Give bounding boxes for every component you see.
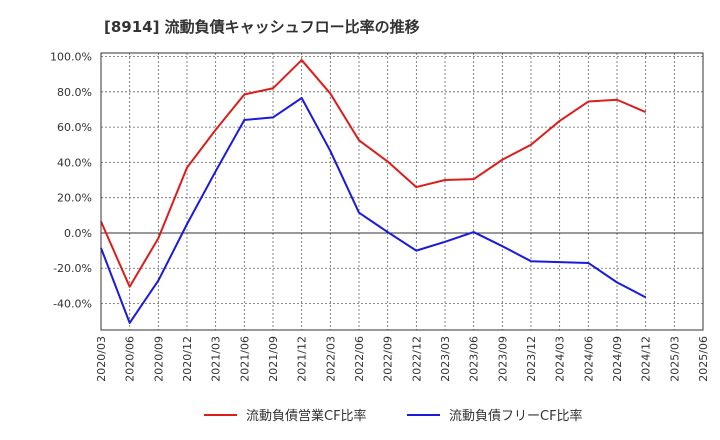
y-axis-ticks: 100.0% 80.0% 60.0% 40.0% 20.0% 0.0% -20.0% -40.… — [50, 51, 92, 311]
y-tick-label: 60.0% — [57, 121, 92, 134]
x-tick-label: 2021/06 — [238, 336, 251, 382]
grid — [101, 53, 703, 330]
legend-label: 流動負債フリーCF比率 — [449, 408, 583, 424]
x-tick-label: 2020/09 — [152, 336, 165, 382]
y-tick-label: -20.0% — [53, 262, 92, 275]
x-tick-label: 2022/12 — [410, 336, 423, 382]
x-axis-ticks: 2020/03 2020/06 2020/09 2020/12 2021/03 2021/… — [95, 336, 710, 382]
x-tick-label: 2021/03 — [210, 336, 223, 382]
x-tick-label: 2024/12 — [640, 336, 653, 382]
x-tick-label: 2024/09 — [611, 336, 624, 382]
series-line-operating-cf — [100, 59, 647, 288]
y-tick-label: 0.0% — [64, 227, 92, 240]
x-tick-label: 2023/03 — [439, 336, 452, 382]
plot-frame — [100, 52, 704, 331]
chart-title: [8914] 流動負債キャッシュフロー比率の推移 — [104, 18, 420, 36]
x-tick-label: 2023/06 — [468, 336, 481, 382]
x-tick-label: 2021/09 — [267, 336, 280, 382]
x-tick-label: 2020/06 — [124, 336, 137, 382]
x-tick-label: 2022/06 — [353, 336, 366, 382]
x-tick-label: 2023/09 — [496, 336, 509, 382]
series-group — [100, 59, 647, 324]
x-tick-label: 2024/03 — [554, 336, 567, 382]
y-tick-label: 40.0% — [57, 156, 92, 169]
x-tick-label: 2025/06 — [697, 336, 710, 382]
x-tick-label: 2024/06 — [582, 336, 595, 382]
x-tick-label: 2025/03 — [668, 336, 681, 382]
y-tick-label: 20.0% — [57, 192, 92, 205]
legend: 流動負債営業CF比率 流動負債フリーCF比率 — [204, 408, 583, 424]
x-tick-label: 2023/12 — [525, 336, 538, 382]
x-tick-label: 2020/03 — [95, 336, 108, 382]
y-tick-label: 100.0% — [50, 51, 92, 64]
legend-label: 流動負債営業CF比率 — [246, 408, 367, 424]
x-tick-label: 2020/12 — [181, 336, 194, 382]
series-line-free-cf — [100, 96, 647, 324]
x-tick-label: 2022/09 — [382, 336, 395, 382]
x-tick-label: 2021/12 — [296, 336, 309, 382]
y-tick-label: -40.0% — [53, 298, 92, 311]
x-tick-label: 2022/03 — [324, 336, 337, 382]
y-tick-label: 80.0% — [57, 86, 92, 99]
